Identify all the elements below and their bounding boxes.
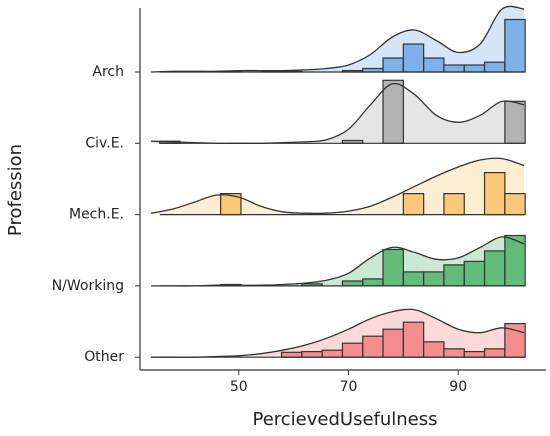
histogram-bar [321, 349, 344, 358]
histogram-bar [483, 348, 506, 358]
histogram-bar [362, 278, 384, 287]
y-axis-title: Profession [5, 144, 26, 236]
histogram-bar [443, 193, 465, 216]
density-area [150, 158, 525, 215]
density-line [150, 308, 525, 358]
histogram-bar [463, 260, 486, 287]
x-axis-title: PercievedUsefulness [252, 409, 437, 430]
density-line [150, 157, 525, 215]
y-tick-label: Arch [92, 64, 124, 80]
histogram-bar [443, 64, 465, 73]
density-line [150, 5, 525, 73]
histogram-bar [382, 57, 404, 73]
y-tick-label: N/Working [52, 278, 124, 294]
x-tick-label: 70 [340, 379, 358, 395]
histogram-bar [402, 193, 425, 216]
histogram-bar [402, 271, 425, 287]
histogram-bar [504, 18, 526, 73]
histogram-bar [423, 341, 445, 358]
histogram-bar [402, 43, 425, 73]
histogram-bar [443, 348, 465, 358]
histogram-bar [362, 335, 384, 358]
density-area [150, 83, 525, 144]
histogram-bar [301, 351, 323, 358]
x-tick-label: 50 [230, 379, 248, 395]
histogram-bar [382, 328, 404, 358]
histogram-bar [423, 57, 445, 73]
density-area [150, 6, 525, 72]
y-tick-label: Civ.E. [85, 135, 124, 151]
histogram-bar [463, 351, 486, 358]
histogram-bar [341, 342, 364, 358]
histogram-bar [483, 61, 506, 73]
histogram-bar [402, 321, 425, 358]
histogram-bar [280, 351, 303, 358]
histogram-bar [463, 64, 486, 73]
histogram-bar [382, 79, 404, 144]
histogram-bar [423, 271, 445, 287]
histogram-bar [443, 264, 465, 287]
density-line [150, 236, 525, 287]
histogram-bar [504, 193, 526, 216]
histogram-bar [504, 100, 526, 144]
histogram-bar [483, 250, 506, 287]
histogram-bar [382, 248, 404, 287]
x-tick-label: 90 [449, 379, 467, 395]
histogram-bar [483, 172, 506, 216]
y-tick-label: Mech.E. [69, 207, 124, 223]
y-tick-label: Other [84, 349, 124, 365]
histogram-bar [341, 280, 364, 287]
